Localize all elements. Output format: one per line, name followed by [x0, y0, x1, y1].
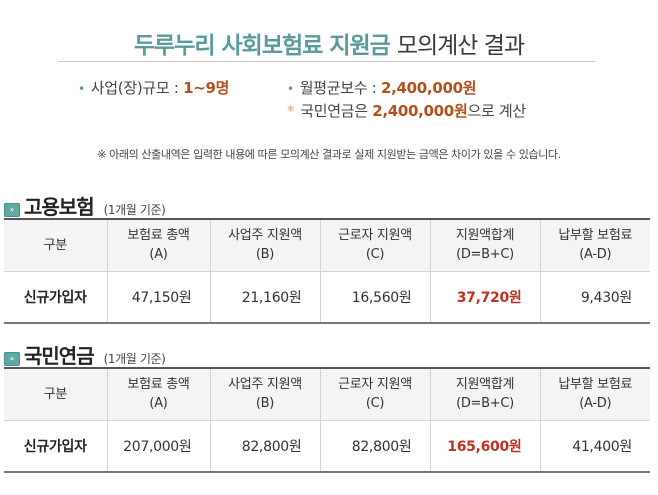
page-title-rest: 모의계산 결과: [396, 33, 525, 59]
avg-wage-value: 2,400,000원: [380, 79, 477, 97]
header-payable-premium: 납부할 보험료 (A-D): [539, 219, 650, 272]
bullet-icon: •: [287, 82, 294, 96]
page-title: 두루누리 사회보험료 지원금 모의계산 결과: [0, 26, 658, 60]
pension-note-value: 2,400,000원: [372, 102, 468, 120]
business-size-label: 사업(장)규모 :: [90, 79, 179, 97]
section-header-national-pension: » 국민연금 (1개월 기준): [4, 340, 166, 369]
header-payable-premium: 납부할 보험료 (A-D): [539, 368, 650, 421]
cell-worker-support: 82,800원: [319, 420, 430, 472]
row-label: 신규가입자: [23, 438, 87, 455]
double-chevron-right-icon: »: [4, 203, 20, 217]
header-support-sum: 지원액합계 (D=B+C): [429, 219, 540, 272]
double-chevron-right-icon: »: [4, 352, 20, 366]
header-employer-support: 사업주 지원액 (B): [209, 219, 320, 272]
pension-note-prefix: 국민연금은: [300, 102, 368, 120]
table-header-row: 구분 보험료 총액 (A) 사업주 지원액 (B) 근로자 지원액 (C) 지원액합계…: [4, 219, 650, 272]
header-worker-support: 근로자 지원액 (C): [319, 219, 430, 272]
avg-wage-info: • 월평균보수 : 2,400,000원: [287, 77, 477, 98]
business-size-value: 1~9명: [183, 79, 230, 97]
cell-support-sum: 37,720원: [429, 271, 540, 323]
table-row: 신규가입자 47,150원 21,160원 16,560원 37,720원 9,…: [4, 271, 650, 323]
header-employer-support: 사업주 지원액 (B): [209, 368, 320, 421]
pension-note: * 국민연금은 2,400,000원으로 계산: [287, 100, 526, 121]
section-header-employment-insurance: » 고용보험 (1개월 기준): [4, 191, 166, 220]
pension-note-suffix: 으로 계산: [467, 102, 526, 120]
cell-employer-support: 82,800원: [209, 420, 320, 472]
cell-worker-support: 16,560원: [319, 271, 430, 323]
national-pension-table: 구분 보험료 총액 (A) 사업주 지원액 (B) 근로자 지원액 (C) 지원액합계…: [4, 367, 650, 473]
header-total-premium: 보험료 총액 (A): [106, 219, 210, 272]
header-total-premium: 보험료 총액 (A): [106, 368, 210, 421]
business-size-info: • 사업(장)규모 : 1~9명: [78, 77, 229, 98]
cell-employer-support: 21,160원: [209, 271, 320, 323]
section-title: 고용보험: [24, 195, 95, 219]
section-subtitle: (1개월 기준): [103, 203, 166, 217]
table-row: 신규가입자 207,000원 82,800원 82,800원 165,600원 …: [4, 420, 650, 472]
bullet-icon: •: [78, 82, 85, 96]
title-divider: [58, 61, 595, 62]
section-title: 국민연금: [24, 344, 95, 368]
header-support-sum: 지원액합계 (D=B+C): [429, 368, 540, 421]
cell-payable-premium: 41,400원: [539, 420, 650, 472]
header-worker-support: 근로자 지원액 (C): [319, 368, 430, 421]
header-category: 구분: [4, 219, 107, 272]
section-subtitle: (1개월 기준): [103, 352, 166, 366]
cell-support-sum: 165,600원: [429, 420, 540, 472]
header-category: 구분: [4, 368, 107, 421]
asterisk-icon: *: [287, 102, 295, 120]
cell-payable-premium: 9,430원: [539, 271, 650, 323]
row-label: 신규가입자: [23, 289, 87, 306]
table-header-row: 구분 보험료 총액 (A) 사업주 지원액 (B) 근로자 지원액 (C) 지원액합계…: [4, 368, 650, 421]
disclaimer-notice: ※ 아래의 산출내역은 입력한 내용에 따른 모의계산 결과로 실제 지원받는 …: [97, 148, 561, 161]
cell-total-premium: 47,150원: [106, 271, 210, 323]
avg-wage-label: 월평균보수 :: [299, 79, 377, 97]
cell-total-premium: 207,000원: [106, 420, 210, 472]
page-title-highlight: 두루누리 사회보험료 지원금: [133, 33, 391, 59]
employment-insurance-table: 구분 보험료 총액 (A) 사업주 지원액 (B) 근로자 지원액 (C) 지원액합계…: [4, 218, 650, 324]
